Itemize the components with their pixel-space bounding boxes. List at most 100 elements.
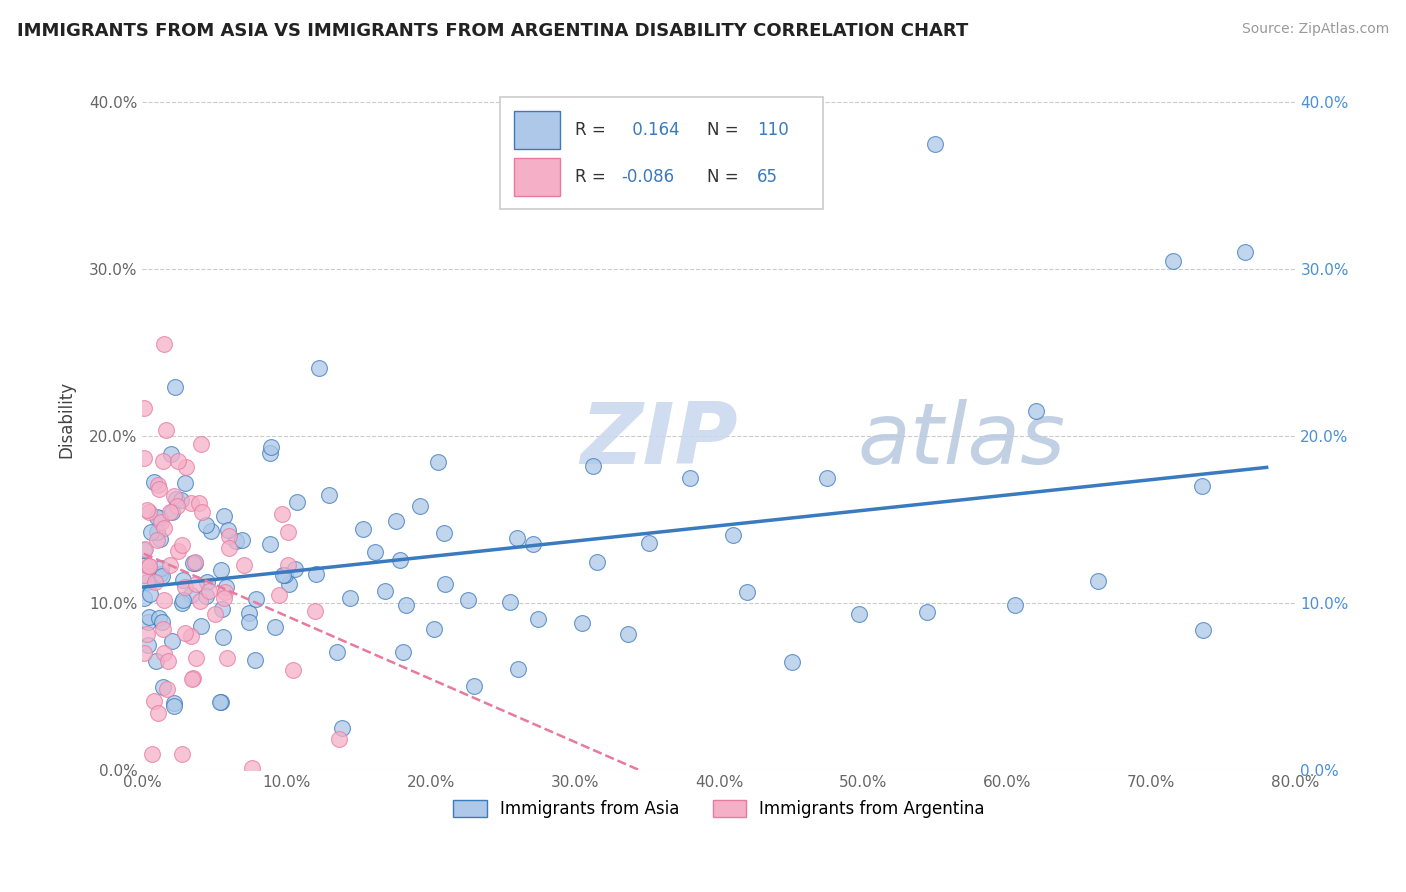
Point [157, 655, 180, 669]
Point [146, 525, 169, 540]
Point [150, 561, 173, 575]
Point [146, 478, 169, 492]
Point [170, 596, 193, 610]
Point [174, 580, 197, 594]
Point [308, 361, 330, 376]
Point [330, 721, 353, 735]
Point [1191, 479, 1213, 493]
Point [142, 475, 165, 489]
Point [184, 576, 207, 591]
FancyBboxPatch shape [513, 158, 560, 196]
Text: 110: 110 [756, 121, 789, 139]
Point [1087, 574, 1109, 588]
Point [145, 654, 167, 668]
Point [527, 612, 550, 626]
Point [305, 566, 328, 581]
Point [170, 538, 193, 552]
Point [180, 496, 202, 510]
Point [190, 619, 212, 633]
Point [169, 492, 191, 507]
Point [197, 584, 219, 599]
Point [148, 611, 170, 625]
Point [433, 526, 456, 541]
Point [132, 568, 155, 582]
Text: 0.164: 0.164 [627, 121, 679, 139]
Point [214, 508, 236, 523]
Point [582, 459, 605, 474]
Point [277, 558, 299, 573]
Point [135, 574, 157, 589]
Point [363, 545, 385, 559]
Point [180, 588, 202, 602]
Point [194, 517, 217, 532]
Point [217, 524, 239, 538]
Point [138, 559, 160, 574]
Point [160, 505, 183, 519]
Point [245, 592, 267, 607]
Point [188, 496, 211, 510]
Point [1025, 404, 1047, 418]
Point [395, 599, 418, 613]
Point [225, 534, 247, 549]
Point [209, 695, 232, 709]
Point [1004, 598, 1026, 612]
Point [391, 645, 413, 659]
Point [231, 533, 253, 547]
Point [152, 680, 174, 694]
Point [166, 544, 188, 558]
Point [915, 605, 938, 619]
Point [326, 645, 349, 659]
Point [134, 558, 156, 572]
Point [245, 653, 267, 667]
Text: R =: R = [575, 169, 606, 186]
Point [163, 489, 186, 503]
Point [240, 761, 263, 775]
Point [184, 556, 207, 570]
Point [138, 610, 160, 624]
Point [152, 454, 174, 468]
Point [260, 440, 283, 454]
Point [782, 655, 804, 669]
Point [721, 528, 744, 542]
Point [238, 615, 260, 629]
Point [146, 706, 169, 721]
Point [264, 620, 287, 634]
Point [139, 587, 162, 601]
Point [191, 505, 214, 519]
Point [134, 646, 156, 660]
Point [195, 575, 218, 590]
Point [277, 525, 299, 540]
Point [150, 515, 173, 529]
Text: R =: R = [575, 121, 606, 139]
Point [150, 615, 173, 630]
Text: 65: 65 [756, 169, 778, 186]
Point [281, 664, 304, 678]
Point [172, 593, 194, 607]
Point [152, 646, 174, 660]
Point [735, 585, 758, 599]
Point [172, 747, 194, 762]
Point [163, 380, 186, 394]
Point [271, 568, 294, 582]
Text: N =: N = [707, 121, 740, 139]
Point [218, 541, 240, 555]
Point [211, 602, 233, 616]
Point [184, 555, 207, 569]
Point [215, 581, 238, 595]
Point [463, 679, 485, 693]
Point [318, 488, 340, 502]
Point [159, 505, 181, 519]
Point [506, 531, 529, 545]
Point [136, 615, 159, 629]
Point [180, 629, 202, 643]
Point [132, 401, 155, 416]
Point [172, 573, 194, 587]
Point [162, 634, 184, 648]
Point [214, 585, 236, 599]
Point [143, 693, 166, 707]
Point [132, 591, 155, 605]
Point [134, 543, 156, 558]
Point [155, 423, 177, 437]
Y-axis label: Disability: Disability [58, 381, 75, 458]
Point [156, 681, 179, 696]
